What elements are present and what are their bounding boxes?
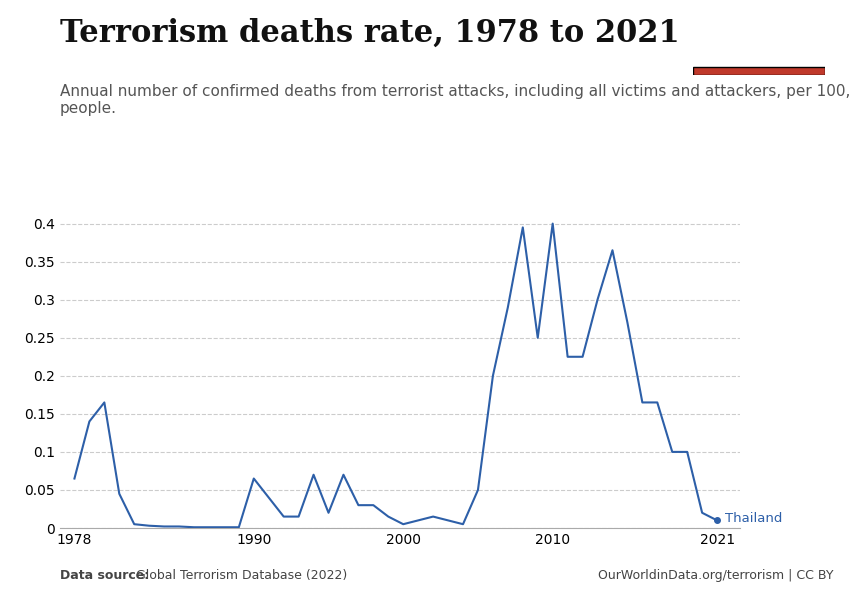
Text: Data source:: Data source: <box>60 569 149 582</box>
FancyBboxPatch shape <box>693 67 824 75</box>
Text: Global Terrorism Database (2022): Global Terrorism Database (2022) <box>132 569 347 582</box>
Text: Terrorism deaths rate, 1978 to 2021: Terrorism deaths rate, 1978 to 2021 <box>60 18 679 49</box>
Text: in Data: in Data <box>736 44 781 53</box>
Text: Our World: Our World <box>727 25 790 35</box>
Text: Thailand: Thailand <box>724 512 782 524</box>
Text: OurWorldinData.org/terrorism | CC BY: OurWorldinData.org/terrorism | CC BY <box>598 569 833 582</box>
Text: Annual number of confirmed deaths from terrorist attacks, including all victims : Annual number of confirmed deaths from t… <box>60 84 850 116</box>
